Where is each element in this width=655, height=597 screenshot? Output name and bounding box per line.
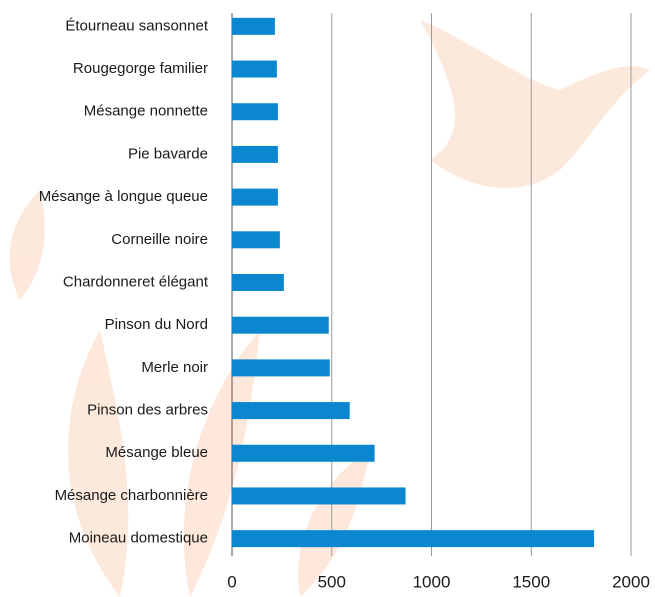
bar (232, 103, 278, 121)
bar (232, 402, 350, 420)
y-tick-label: Mésange charbonnière (55, 487, 208, 504)
bar (232, 487, 406, 505)
y-tick-label: Étourneau sansonnet (65, 17, 208, 34)
y-tick-label: Pinson du Nord (105, 316, 208, 333)
bar (232, 530, 595, 548)
x-tick-label: 1000 (413, 572, 451, 591)
y-tick-label: Corneille noire (111, 231, 208, 248)
y-tick-label: Mésange à longue queue (39, 188, 208, 205)
y-tick-label: Pie bavarde (128, 145, 208, 162)
y-tick-label: Mésange nonnette (84, 103, 208, 120)
y-tick-label: Merle noir (141, 359, 208, 376)
bar (232, 359, 330, 377)
x-tick-label: 2000 (612, 572, 650, 591)
bar (232, 17, 275, 35)
x-tick-label: 1500 (512, 572, 550, 591)
y-tick-label: Chardonneret élégant (63, 273, 209, 290)
x-tick-label: 0 (227, 572, 236, 591)
y-tick-label: Moineau domestique (69, 530, 208, 547)
bar (232, 316, 329, 334)
y-tick-label: Pinson des arbres (87, 402, 208, 419)
y-tick-label: Mésange bleue (105, 444, 208, 461)
x-tick-label: 500 (318, 572, 346, 591)
bar (232, 145, 278, 163)
bar (232, 188, 278, 206)
y-tick-label: Rougegorge familier (73, 60, 208, 77)
bar (232, 444, 375, 462)
background-decoration (9, 20, 650, 597)
bar (232, 274, 284, 291)
bar (232, 60, 277, 78)
bar (232, 231, 280, 249)
